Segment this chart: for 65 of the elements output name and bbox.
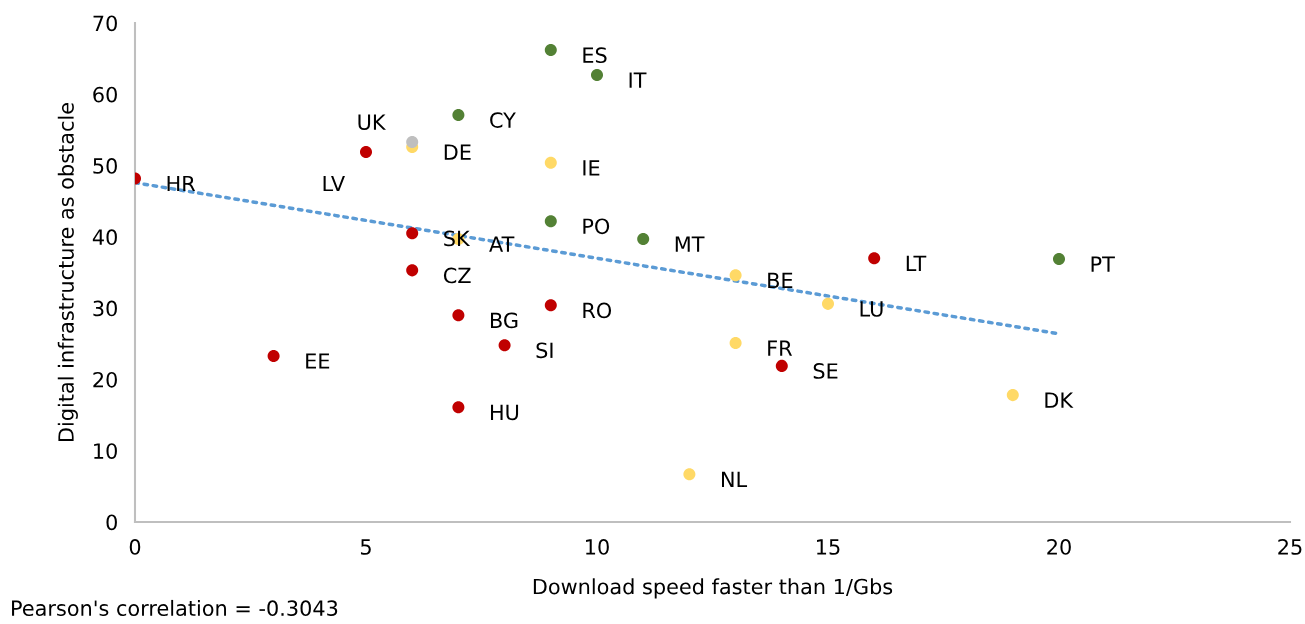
y-tick-label: 60 [93, 86, 117, 103]
annotation: EE [306, 353, 330, 369]
point [359, 146, 373, 159]
x-tick-label: 5 [360, 539, 371, 555]
point [729, 269, 742, 282]
x-tick-label: 20 [1047, 539, 1071, 555]
point [452, 401, 465, 414]
point [498, 339, 511, 352]
x-tick-label: 15 [817, 539, 840, 555]
annotation: LU [860, 301, 883, 317]
x-axis-title: Download speed faster than 1/Gbs [533, 578, 893, 599]
y-tick-label: 70 [93, 15, 117, 32]
point [637, 232, 650, 246]
annotation: IT [629, 72, 647, 88]
point [590, 69, 604, 82]
y-tick-label: 30 [93, 300, 117, 317]
point [775, 359, 788, 372]
y-tick-label: 20 [93, 371, 117, 388]
point [821, 297, 835, 310]
annotation: SE [813, 363, 838, 379]
point [868, 252, 881, 265]
point [406, 264, 419, 277]
annotation: PT [1091, 256, 1115, 272]
annotation: LV [323, 175, 345, 192]
x-tick-label: 10 [586, 539, 609, 555]
y-tick-label: 0 [106, 514, 117, 531]
point [544, 215, 557, 228]
x-tick-label: 0 [129, 539, 141, 555]
annotation: ES [583, 47, 607, 64]
point [267, 349, 280, 362]
point [544, 44, 557, 57]
point [683, 468, 696, 481]
annotation: UK [358, 114, 386, 131]
annotation: LT [906, 255, 927, 271]
annotation: SK [444, 230, 471, 247]
annotation: CZ [443, 267, 471, 284]
annotation: CY [490, 112, 516, 128]
annotation: DE [444, 144, 471, 160]
annotation: NL [722, 471, 748, 487]
y-axis-title: Digital infrastructure as obstacle [57, 103, 78, 441]
y-tick-label: 50 [93, 158, 117, 174]
annotation: BE [768, 272, 793, 289]
x-tick-label: 25 [1278, 539, 1302, 555]
point [406, 227, 419, 240]
annotation: HU [491, 404, 519, 421]
annotation: PO [583, 218, 610, 235]
annotation: HR [167, 175, 196, 192]
text: Pearson's correlation = -0.3043 [12, 599, 338, 617]
point [452, 309, 465, 322]
point [452, 108, 465, 121]
point [1006, 389, 1019, 402]
annotation: DK [1045, 392, 1074, 408]
point [729, 337, 742, 350]
y-tick-label: 10 [94, 443, 117, 459]
annotation: RO [583, 302, 612, 319]
annotation: BG [491, 312, 518, 329]
y-tick-label: 40 [92, 229, 117, 246]
annotation: IE [583, 160, 600, 176]
point [544, 299, 557, 312]
point [544, 156, 557, 169]
annotation: FR [768, 340, 793, 356]
point [406, 136, 419, 149]
point [1052, 252, 1066, 265]
annotation: SI [536, 342, 553, 359]
annotation: MT [675, 236, 705, 252]
